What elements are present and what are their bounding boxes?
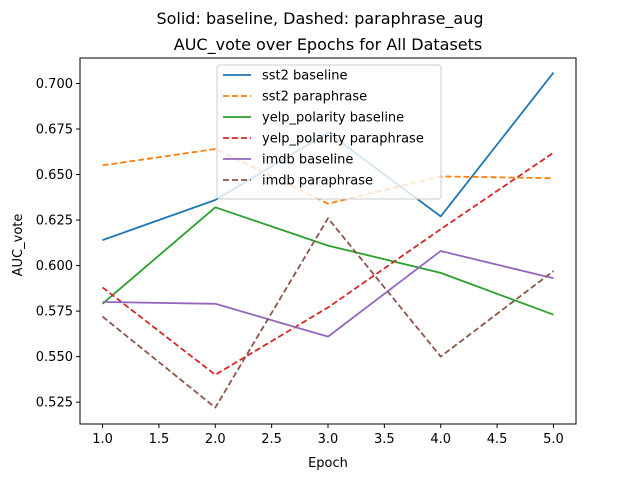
legend-label: sst2 baseline (262, 69, 348, 84)
x-tick-label: 2.0 (205, 432, 226, 447)
x-tick-label: 1.0 (92, 432, 113, 447)
chart-suptitle: Solid: baseline, Dashed: paraphrase_aug (156, 9, 483, 29)
y-tick-label: 0.700 (36, 77, 73, 92)
legend-frame (216, 64, 442, 200)
x-tick-label: 3.0 (318, 432, 339, 447)
series-line-2 (101, 206, 554, 316)
y-tick-label: 0.625 (36, 214, 73, 229)
y-tick-label: 0.675 (36, 123, 73, 138)
legend: sst2 baseline sst2 paraphrase yelp_polarit… (216, 64, 442, 200)
y-axis-label: AUC_vote (11, 214, 26, 277)
x-tick-label: 1.5 (149, 432, 170, 447)
x-tick-label: 2.5 (261, 432, 282, 447)
y-tick-label: 0.650 (36, 168, 73, 183)
x-axis-ticks: 1.0 1.5 2.0 2.5 3.0 3.5 4.0 4.5 5.0 (92, 424, 564, 447)
x-axis-label: Epoch (308, 456, 348, 471)
series-line-1 (102, 148, 554, 205)
x-tick-label: 3.5 (374, 432, 395, 447)
series-line-5 (101, 217, 555, 409)
y-tick-label: 0.575 (36, 305, 73, 320)
y-tick-label: 0.550 (36, 350, 73, 365)
chart-title: AUC_vote over Epochs for All Datasets (174, 35, 482, 55)
series-line-4 (102, 250, 554, 338)
x-tick-label: 4.0 (430, 432, 451, 447)
series-line-3 (101, 151, 555, 376)
y-axis-ticks: 0.525 0.550 0.575 0.600 0.625 0.650 0.675 0.700 (36, 77, 80, 411)
y-tick-label: 0.525 (36, 396, 73, 411)
legend-label: imdb baseline (262, 153, 353, 168)
x-tick-label: 5.0 (543, 432, 564, 447)
legend-label: yelp_polarity baseline (262, 111, 404, 126)
legend-label: yelp_polarity paraphrase (262, 132, 424, 147)
legend-label: imdb paraphrase (262, 174, 373, 189)
legend-label: sst2 paraphrase (262, 90, 367, 105)
y-tick-label: 0.600 (36, 259, 73, 274)
x-tick-label: 4.5 (487, 432, 508, 447)
